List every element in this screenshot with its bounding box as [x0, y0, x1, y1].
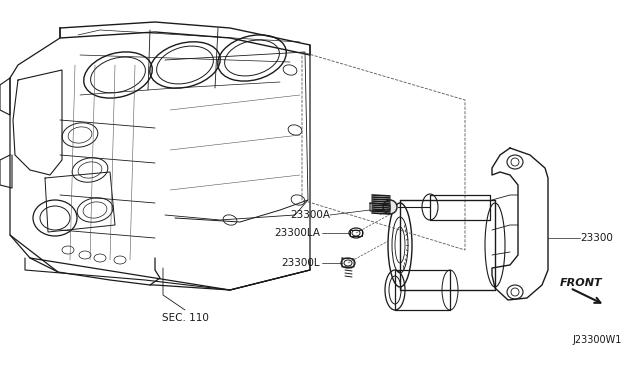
Text: 23300L: 23300L	[282, 258, 320, 268]
Text: SEC. 110: SEC. 110	[161, 313, 209, 323]
Text: J23300W1: J23300W1	[572, 335, 621, 345]
Text: FRONT: FRONT	[560, 278, 603, 288]
Text: 23300LA: 23300LA	[274, 228, 320, 238]
Text: 23300: 23300	[580, 233, 613, 243]
Text: 23300A: 23300A	[290, 210, 330, 220]
Ellipse shape	[383, 200, 397, 214]
